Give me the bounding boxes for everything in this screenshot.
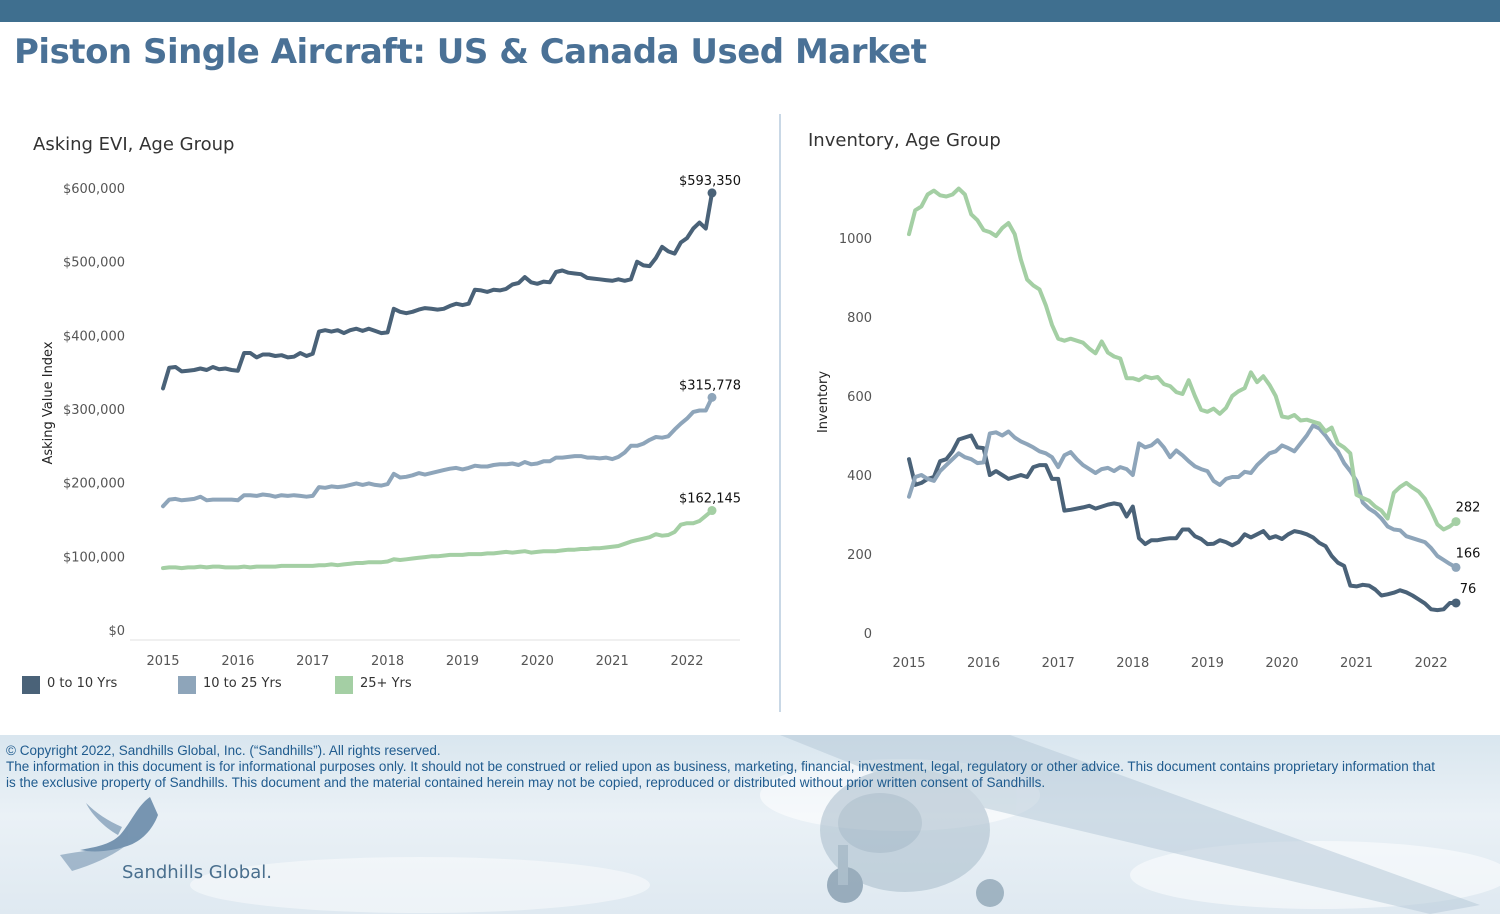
legend-label-0-10: 0 to 10 Yrs (47, 676, 118, 691)
x-tick-label: 2022 (670, 654, 703, 669)
legend-swatch-0-10 (22, 676, 40, 694)
x-tick-label: 2016 (967, 656, 1000, 671)
end-value-label-inventory-1: 166 (1456, 546, 1481, 561)
y-tick-label: $200,000 (63, 477, 125, 492)
series-line-asking-0 (161, 190, 714, 391)
chart-title-inventory: Inventory, Age Group (808, 130, 1001, 151)
end-value-label-asking-1: $315,778 (679, 378, 741, 393)
x-tick-label: 2017 (1042, 656, 1075, 671)
legend-swatch-25-plus (335, 676, 353, 694)
end-value-label-asking-0: $593,350 (679, 174, 741, 189)
y-tick-label: 1000 (839, 232, 872, 247)
copyright-text: © Copyright 2022, Sandhills Global, Inc.… (6, 743, 441, 758)
y-tick-label: $100,000 (63, 550, 125, 565)
series-line-asking-1 (161, 395, 714, 509)
end-value-label-inventory-0: 76 (1460, 582, 1477, 597)
end-point-asking-1 (707, 392, 717, 402)
y-tick-label: $400,000 (63, 329, 125, 344)
x-tick-label: 2022 (1415, 656, 1448, 671)
y-tick-label: 200 (847, 548, 872, 563)
y-tick-label: $0 (108, 624, 125, 639)
end-value-label-inventory-2: 282 (1456, 501, 1481, 516)
end-point-asking-2 (707, 506, 717, 516)
y-tick-label: 0 (864, 627, 872, 642)
footer: © Copyright 2022, Sandhills Global, Inc.… (0, 735, 1500, 914)
y-tick-label: $300,000 (63, 403, 125, 418)
series-line-inventory-1 (907, 423, 1458, 570)
y-tick-label: 800 (847, 311, 872, 326)
series-line-inventory-2 (907, 186, 1458, 532)
y-axis-label-asking: Asking Value Index (41, 341, 56, 464)
top-banner (0, 0, 1500, 22)
x-tick-label: 2017 (296, 654, 329, 669)
x-tick-label: 2021 (1340, 656, 1373, 671)
y-axis-label-inventory: Inventory (816, 371, 831, 433)
x-tick-label: 2015 (146, 654, 179, 669)
series-line-inventory-0 (907, 433, 1458, 613)
asking-evi-chart: Asking EVI, Age Group Asking Value Index $… (33, 134, 741, 669)
legend-label-10-25: 10 to 25 Yrs (203, 676, 282, 691)
page-title: Piston Single Aircraft: US & Canada Used… (14, 32, 927, 72)
airplane-icon (780, 735, 1480, 914)
end-value-label-asking-2: $162,145 (679, 492, 741, 507)
x-tick-label: 2016 (221, 654, 254, 669)
x-tick-label: 2018 (1116, 656, 1149, 671)
end-point-inventory-0 (1451, 598, 1461, 608)
x-tick-label: 2015 (892, 656, 925, 671)
y-tick-label: $600,000 (63, 182, 125, 197)
x-tick-label: 2020 (1265, 656, 1298, 671)
sandhills-logo-text: Sandhills Global. (122, 862, 272, 883)
inventory-chart: Inventory, Age Group Inventory 0 200 400 600 8… (808, 130, 1481, 671)
y-tick-label: 400 (847, 469, 872, 484)
x-tick-label: 2021 (596, 654, 629, 669)
y-tick-label: 600 (847, 390, 872, 405)
y-tick-label: $500,000 (63, 256, 125, 271)
chart-divider (779, 114, 781, 712)
legend-swatch-10-25 (178, 676, 196, 694)
end-point-inventory-2 (1451, 517, 1461, 527)
end-point-inventory-1 (1451, 562, 1461, 572)
x-tick-label: 2019 (1191, 656, 1224, 671)
crane-logo-icon (60, 797, 158, 871)
disclaimer-text: The information in this document is for … (6, 759, 1436, 790)
x-tick-label: 2020 (521, 654, 554, 669)
x-tick-label: 2019 (446, 654, 479, 669)
series-line-asking-2 (161, 508, 714, 571)
end-point-asking-0 (707, 188, 717, 198)
footer-background-art (60, 735, 1500, 914)
legend-label-25-plus: 25+ Yrs (360, 676, 412, 691)
x-tick-label: 2018 (371, 654, 404, 669)
chart-title-asking: Asking EVI, Age Group (33, 134, 234, 155)
